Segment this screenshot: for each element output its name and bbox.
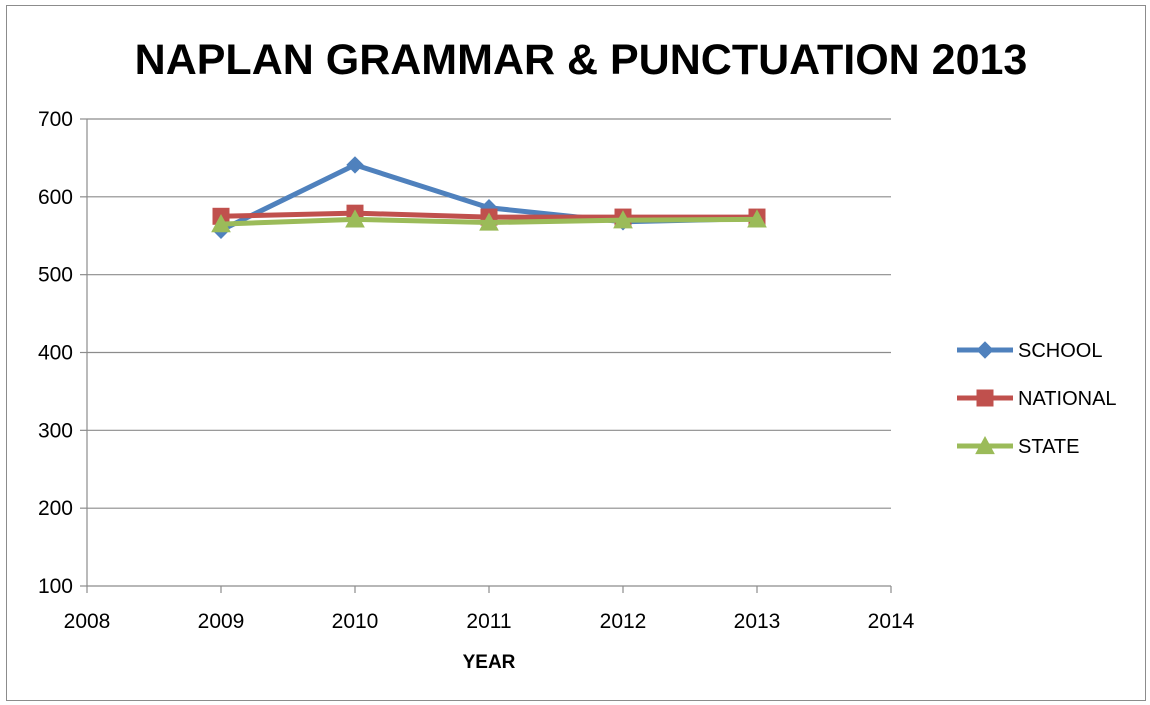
y-tick-label: 200 <box>38 497 73 520</box>
legend-marker <box>976 341 994 359</box>
x-tick-label: 2010 <box>332 610 379 633</box>
y-tick-label: 100 <box>38 575 73 598</box>
y-tick-label: 700 <box>38 108 73 131</box>
tick-labels: 100 200 300 400 500 600 700 2008 2009 2010 2011 201… <box>38 108 915 633</box>
x-tick-label: 2013 <box>734 610 781 633</box>
x-tick-label: 2008 <box>64 610 111 633</box>
legend-item-state: STATE <box>957 435 1079 458</box>
x-tick-label: 2012 <box>600 610 647 633</box>
x-tick-label: 2011 <box>466 610 511 633</box>
legend-item-national: NATIONAL <box>957 388 1117 410</box>
legend-marker <box>975 435 995 455</box>
legend-label: STATE <box>1018 436 1079 458</box>
state-point <box>613 210 633 229</box>
axes <box>80 118 892 593</box>
y-tick-label: 600 <box>38 186 73 209</box>
y-tick-label: 500 <box>38 264 73 287</box>
gridlines <box>87 118 891 509</box>
series-lines <box>211 156 767 240</box>
state-point <box>747 209 767 228</box>
x-axis-title: YEAR <box>463 652 516 673</box>
legend-item-school: SCHOOL <box>957 340 1102 362</box>
state-point <box>211 214 231 233</box>
legend-label: NATIONAL <box>1018 388 1117 410</box>
x-tick-label: 2014 <box>868 610 915 633</box>
legend: SCHOOL NATIONAL STATE <box>957 340 1117 458</box>
y-tick-label: 300 <box>38 419 73 442</box>
state-series <box>211 209 767 233</box>
y-tick-label: 400 <box>38 342 73 365</box>
x-tick-label: 2009 <box>198 610 245 633</box>
legend-marker <box>976 389 994 407</box>
school-point <box>346 156 364 174</box>
legend-label: SCHOOL <box>1018 340 1102 362</box>
chart-title: NAPLAN GRAMMAR & PUNCTUATION 2013 <box>135 36 1028 84</box>
state-point <box>345 209 365 228</box>
state-point <box>479 212 499 231</box>
